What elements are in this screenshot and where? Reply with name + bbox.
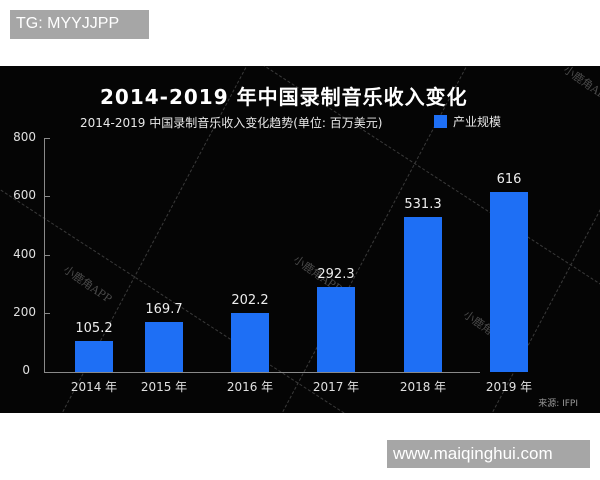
chart-subtitle: 2014-2019 中国录制音乐收入变化趋势(单位: 百万美元) <box>80 116 383 130</box>
bar-value-label: 616 <box>496 171 522 187</box>
source-note: 来源: IFPI <box>538 399 578 409</box>
bottom-tag-label: www.maiqinghui.com <box>387 440 590 468</box>
y-tick-label: 0 <box>22 363 30 377</box>
y-tick <box>44 138 50 139</box>
x-tick-label: 2017 年 <box>312 380 360 394</box>
y-tick-label: 600 <box>13 188 36 202</box>
bar <box>231 312 269 372</box>
bar-value-label: 292.3 <box>317 266 355 282</box>
bar-value-label: 202.2 <box>231 292 269 308</box>
y-tick <box>44 313 50 314</box>
x-tick-label: 2016 年 <box>226 380 274 394</box>
y-tick-label: 800 <box>13 130 36 144</box>
y-tick <box>44 196 50 197</box>
bar-value-label: 531.3 <box>404 196 442 212</box>
x-axis <box>44 372 480 373</box>
bar <box>490 191 528 372</box>
watermark-text: 小鹿角APP <box>561 66 600 106</box>
bar-value-label: 105.2 <box>75 321 113 337</box>
bar <box>317 286 355 372</box>
chart-panel: 小鹿角APP 小鹿角APP 小鹿角APP 小鹿角APP 2014-2019 年中… <box>0 66 600 413</box>
x-tick-label: 2014 年 <box>70 380 118 394</box>
bar <box>404 216 442 372</box>
bar-value-label: 169.7 <box>145 302 183 318</box>
legend-label: 产业规模 <box>453 115 502 129</box>
watermark-text: 小鹿角APP <box>61 263 115 306</box>
y-tick <box>44 255 50 256</box>
y-tick-label: 200 <box>13 305 36 319</box>
x-tick-label: 2015 年 <box>140 380 188 394</box>
chart-main-title: 2014-2019 年中国录制音乐收入变化 <box>100 85 468 109</box>
top-tag-label: TG: MYYJJPP <box>10 10 149 39</box>
bar <box>75 341 113 372</box>
y-tick-label: 400 <box>13 247 36 261</box>
legend: 产业规模 <box>434 113 501 130</box>
x-tick-label: 2019 年 <box>485 380 533 394</box>
legend-swatch <box>434 115 447 128</box>
bar <box>145 322 183 372</box>
x-tick-label: 2018 年 <box>399 380 447 394</box>
